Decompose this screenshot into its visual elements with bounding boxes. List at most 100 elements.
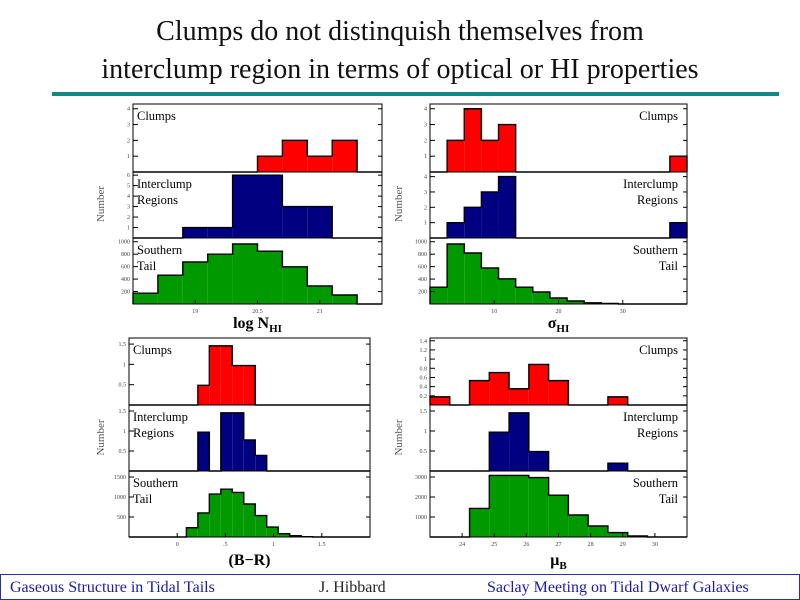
y-tick-label: 400 bbox=[121, 277, 130, 283]
histogram-bar bbox=[332, 140, 358, 172]
histogram-bar bbox=[528, 477, 549, 537]
histogram-bar bbox=[481, 140, 499, 172]
histogram-bar bbox=[528, 451, 549, 471]
y-tick-label: 800 bbox=[418, 252, 427, 258]
panel-label-line: Regions bbox=[637, 193, 678, 207]
histogram-bar bbox=[278, 533, 290, 537]
panel-label: Clumps bbox=[133, 343, 172, 357]
footer-bar: Gaseous Structure in Tidal Tails J. Hibb… bbox=[0, 574, 800, 600]
histogram-bar bbox=[548, 380, 569, 405]
x-axis-title: log NHI bbox=[233, 315, 282, 335]
panel-label-line: Regions bbox=[133, 426, 174, 440]
histogram-bar bbox=[509, 475, 529, 537]
panel-label-line: Tail bbox=[659, 492, 679, 506]
y-tick-label: 0.5 bbox=[119, 449, 127, 455]
histogram-bar bbox=[447, 222, 465, 238]
panel-label-line: Southern bbox=[633, 243, 679, 257]
panel-label-line: Clumps bbox=[639, 343, 678, 357]
histogram-bar bbox=[257, 156, 283, 172]
histogram-bar bbox=[509, 412, 529, 471]
x-tick-label: 30 bbox=[652, 542, 658, 548]
histogram-outline bbox=[430, 474, 687, 538]
histogram-panel: 1 2 3 4 5 6 Interclump Regions bbox=[127, 171, 383, 239]
y-axis-title: Number bbox=[95, 186, 107, 222]
y-tick-label: 4 bbox=[127, 194, 130, 200]
histogram-bar bbox=[532, 292, 550, 304]
histogram-panel: 500 1000 1500 Southern Tail bbox=[114, 470, 371, 538]
y-tick-label: 2 bbox=[424, 138, 427, 144]
y-tick-label: 0.2 bbox=[420, 394, 428, 400]
y-tick-label: 1 bbox=[424, 221, 427, 227]
histogram-bar bbox=[232, 365, 244, 405]
histogram-bar bbox=[207, 227, 233, 238]
y-tick-label: 600 bbox=[121, 265, 130, 271]
panel-label: Interclump Regions bbox=[623, 410, 678, 440]
footer-meeting: Saclay Meeting on Tidal Dwarf Galaxies bbox=[487, 579, 749, 596]
histogram-bar bbox=[430, 396, 450, 405]
panel-label-line: Southern bbox=[633, 476, 679, 490]
histogram-bar bbox=[243, 504, 256, 537]
y-tick-label: 3 bbox=[127, 123, 130, 129]
histogram-bar bbox=[282, 206, 308, 238]
panel-label-line: Regions bbox=[637, 426, 678, 440]
y-tick-label: 1.5 bbox=[119, 342, 127, 348]
histogram-bar bbox=[133, 293, 158, 304]
histogram-bar bbox=[489, 432, 510, 471]
histogram-panel: 0.5 1 1.5 Interclump Regions bbox=[119, 404, 371, 472]
x-tick-label: 20 bbox=[556, 309, 562, 315]
histogram-bar bbox=[157, 275, 183, 304]
y-tick-label: 6 bbox=[127, 173, 130, 179]
histogram-bar bbox=[481, 268, 499, 304]
histogram-bar bbox=[515, 287, 533, 304]
histogram-bar bbox=[498, 278, 516, 304]
x-tick-label: 29 bbox=[620, 542, 626, 548]
y-axis-title: Number bbox=[95, 419, 107, 455]
y-tick-label: 1000 bbox=[415, 515, 427, 521]
y-tick-label: 1000 bbox=[415, 240, 427, 246]
x-tick-label: 26 bbox=[523, 542, 529, 548]
y-tick-label: 1.5 bbox=[420, 409, 428, 415]
x-tick-label: 10 bbox=[491, 309, 497, 315]
y-tick-label: 3 bbox=[424, 123, 427, 129]
y-tick-label: 0.5 bbox=[420, 449, 428, 455]
histogram-bar bbox=[220, 345, 233, 405]
histogram-bar bbox=[464, 207, 482, 238]
y-tick-label: 1 bbox=[123, 362, 126, 368]
histogram-bar bbox=[447, 140, 465, 172]
histogram-bar bbox=[498, 124, 516, 172]
histogram-bar bbox=[464, 253, 482, 304]
histogram-panel: 0.5 1 1.5 Interclump Regions bbox=[420, 404, 688, 472]
y-tick-label: 1.2 bbox=[420, 348, 428, 354]
panel-label: Southern Tail bbox=[633, 476, 679, 506]
slide-title-line-1: Clumps do not distinquish themselves fro… bbox=[156, 16, 644, 47]
panel-label: Clumps bbox=[137, 109, 176, 123]
x-tick-label: 24 bbox=[459, 542, 465, 548]
y-tick-label: 1 bbox=[127, 226, 130, 232]
histogram-bar bbox=[257, 175, 283, 238]
x-tick-label: 30 bbox=[620, 309, 626, 315]
panel-label-line: Interclump bbox=[623, 177, 678, 191]
y-tick-label: 3 bbox=[127, 205, 130, 211]
panel-label: Interclump Regions bbox=[623, 177, 678, 207]
histogram-bar bbox=[182, 227, 208, 238]
panel-label-line: Clumps bbox=[137, 109, 176, 123]
histogram-bar bbox=[509, 388, 529, 405]
panel-label-line: Tail bbox=[133, 492, 153, 506]
x-tick-label: 28 bbox=[588, 542, 594, 548]
y-tick-label: 2 bbox=[424, 205, 427, 211]
x-tick-label: .5 bbox=[223, 542, 228, 548]
panel-label-line: Regions bbox=[137, 193, 178, 207]
x-tick-label: 21 bbox=[317, 309, 323, 315]
histogram-bar bbox=[209, 345, 221, 405]
x-axis-title: σHI bbox=[548, 315, 570, 335]
histogram-bar bbox=[243, 365, 256, 405]
histogram-bar bbox=[266, 527, 279, 537]
y-tick-label: 1.4 bbox=[420, 339, 428, 345]
panel-label-line: Clumps bbox=[639, 109, 678, 123]
histogram-bar bbox=[255, 455, 267, 471]
y-tick-label: 1 bbox=[424, 429, 427, 435]
histogram-outline bbox=[133, 174, 382, 239]
y-tick-label: 1.5 bbox=[119, 409, 127, 415]
y-tick-label: 2 bbox=[127, 138, 130, 144]
